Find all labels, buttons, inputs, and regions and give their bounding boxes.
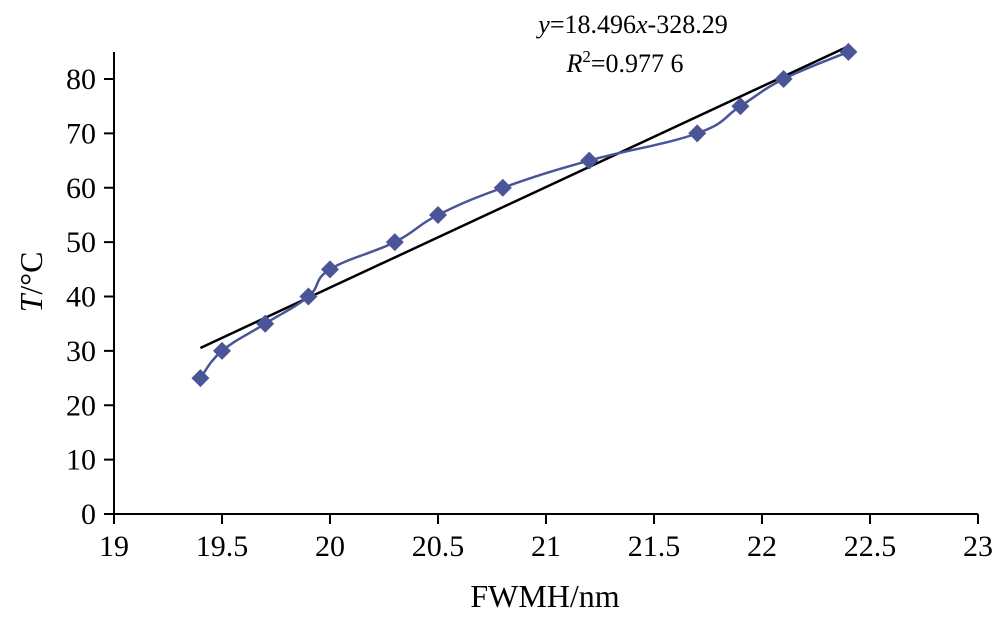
x-tick-label: 22 <box>747 530 777 563</box>
x-tick-label: 19 <box>99 530 129 563</box>
x-tick-label: 20.5 <box>412 530 465 563</box>
fit-line-group <box>199 45 849 350</box>
x-tick-label: 22.5 <box>844 530 897 563</box>
data-point <box>429 205 447 224</box>
data-point <box>731 97 750 116</box>
x-tick-label: 20 <box>315 530 345 563</box>
fit-r-squared: R2=0.977 6 <box>565 47 683 78</box>
data-point <box>385 233 404 252</box>
x-tick-label: 21.5 <box>628 530 681 563</box>
y-tick-label: 50 <box>66 226 96 259</box>
x-tick-label: 23 <box>963 530 993 563</box>
y-tick-label: 40 <box>66 281 96 314</box>
data-point <box>493 178 512 197</box>
x-tick-label: 19.5 <box>196 530 249 563</box>
axes <box>113 52 978 515</box>
y-tick-label: 60 <box>66 172 96 205</box>
data-point <box>321 260 339 279</box>
series-group <box>191 42 858 388</box>
y-tick-label: 30 <box>66 335 96 368</box>
data-point <box>580 151 599 170</box>
fit-equation: y=18.496x-328.29 <box>535 10 727 39</box>
y-tick-label: 0 <box>81 498 96 531</box>
data-point <box>256 314 275 333</box>
series-line <box>199 50 849 379</box>
data-point <box>213 341 231 360</box>
data-point <box>839 42 858 61</box>
y-tick-label: 10 <box>66 444 96 477</box>
data-point <box>688 124 707 143</box>
y-tick-label: 70 <box>66 117 96 150</box>
y-ticks: 0 10 20 30 40 50 60 70 80 <box>66 63 114 531</box>
y-tick-label: 80 <box>66 63 96 96</box>
data-point <box>774 70 793 88</box>
y-tick-label: 20 <box>66 389 96 422</box>
fit-line <box>199 45 849 350</box>
y-axis-title: T/°C <box>13 252 49 313</box>
data-point <box>191 369 210 388</box>
x-ticks: 19 19.5 20 20.5 21 21.5 22 22.5 23 <box>99 514 993 563</box>
x-axis-title: FWMH/nm <box>470 578 619 614</box>
x-tick-label: 21 <box>531 530 561 563</box>
data-point <box>299 287 318 306</box>
